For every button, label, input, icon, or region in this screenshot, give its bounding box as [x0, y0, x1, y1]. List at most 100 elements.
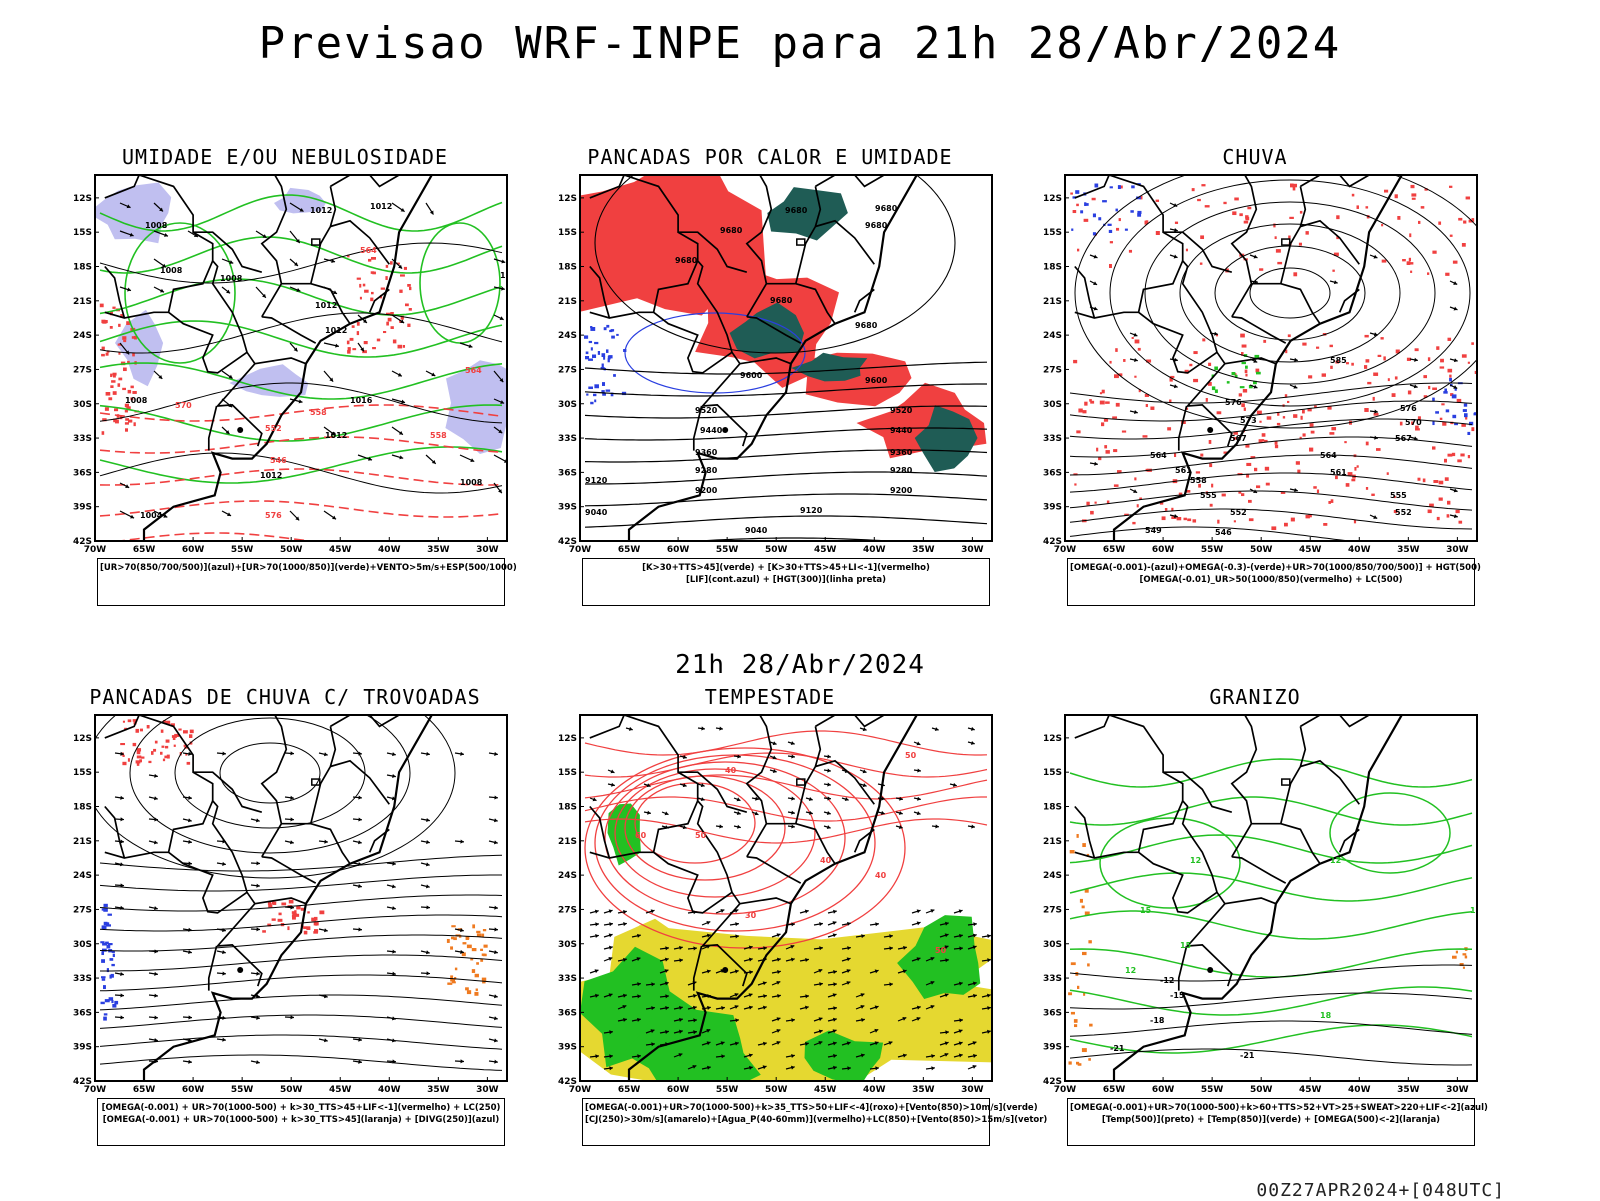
lifted-index-blue — [602, 353, 606, 357]
humidity-red-speckle — [404, 267, 407, 270]
rain-blue-speckle — [1449, 378, 1452, 382]
rain-blue-speckle — [1110, 186, 1113, 188]
rain-red-speckle — [1357, 465, 1359, 467]
rain-red-speckle — [1461, 424, 1466, 427]
lat-tick-label: 18S — [1043, 803, 1062, 813]
rain-red-speckle — [1412, 198, 1416, 200]
lon-tick-label: 50W — [1250, 545, 1273, 555]
rain-red-speckle — [1288, 334, 1291, 337]
rain-red-speckle — [1101, 422, 1104, 426]
rain-red-speckle — [1453, 261, 1458, 264]
thunderstorm-red-speckle — [166, 740, 170, 743]
contour-label: 1012 — [310, 206, 332, 215]
map-plot: 1012101210081008100810121012101610161012… — [60, 173, 510, 558]
legend-line: [Temp(500)](preto) + [Temp(850)](verde) … — [1070, 1114, 1472, 1126]
lat-tick-label: 27S — [73, 365, 92, 375]
rain-red-speckle — [1407, 261, 1411, 265]
lat-tick-label: 27S — [1043, 365, 1062, 375]
rain-red-speckle — [1366, 442, 1369, 446]
humidity-red-speckle — [113, 391, 117, 395]
rain-red-speckle — [1449, 186, 1452, 188]
rain-red-speckle — [1257, 411, 1262, 414]
humidity-red-speckle — [347, 341, 350, 345]
rain-blue-speckle — [1098, 217, 1101, 220]
rain-red-speckle — [1388, 378, 1390, 381]
hail-orange-speckle — [1456, 951, 1458, 954]
rain-red-speckle — [1415, 348, 1419, 351]
lon-tick-label: 60W — [667, 1085, 690, 1095]
hail-orange-speckle — [1088, 1058, 1091, 1061]
humidity-red-speckle — [399, 290, 402, 293]
rain-red-speckle — [1123, 359, 1125, 362]
rain-red-speckle — [1364, 408, 1368, 412]
rain-red-speckle — [1471, 427, 1474, 431]
rain-red-speckle — [1205, 205, 1210, 207]
lat-tick-label: 36S — [558, 1008, 577, 1018]
lat-tick-label: 27S — [73, 905, 92, 915]
rain-red-speckle — [1177, 517, 1182, 520]
rain-red-speckle — [1150, 407, 1154, 410]
contour-label: 1012 — [325, 326, 347, 335]
contour-label: 567 — [1230, 434, 1247, 443]
thunderstorm-red-speckle — [136, 729, 139, 733]
thunderstorm-red-speckle — [128, 758, 130, 762]
lon-tick-label: 60W — [1152, 1085, 1175, 1095]
divergence-blue-speckle — [107, 945, 111, 949]
rain-red-speckle — [1193, 519, 1197, 522]
divergence-blue-speckle — [101, 976, 106, 978]
contour-label: 576 — [1225, 398, 1242, 407]
rain-red-speckle — [1105, 401, 1110, 403]
humidity-red-speckle — [371, 257, 376, 260]
rain-red-speckle — [1428, 386, 1430, 389]
thunderstorm-orange-speckle — [451, 925, 455, 927]
rain-red-speckle — [1376, 448, 1381, 451]
thunderstorm-orange-speckle — [447, 983, 452, 985]
lat-tick-label: 15S — [1043, 768, 1062, 778]
thunderstorm-orange-speckle — [453, 937, 457, 940]
humidity-red-speckle — [360, 297, 362, 300]
lon-tick-label: 70W — [569, 545, 592, 555]
rain-red-speckle — [1259, 421, 1261, 423]
contour-label: 1008 — [220, 274, 243, 283]
lake-marker — [237, 427, 243, 433]
rain-red-speckle — [1411, 185, 1415, 188]
rain-red-speckle — [1397, 216, 1400, 220]
lon-tick-label: 30W — [1446, 1085, 1469, 1095]
rain-red-speckle — [1421, 206, 1425, 209]
rain-red-speckle — [1411, 193, 1416, 196]
thunderstorm-red-speckle — [163, 759, 165, 762]
rain-red-speckle — [1200, 235, 1204, 239]
humidity-red-speckle — [359, 284, 361, 288]
lon-tick-label: 30W — [961, 545, 984, 555]
rain-red-speckle — [1444, 459, 1447, 463]
rain-red-speckle — [1452, 453, 1455, 456]
rain-red-speckle — [1308, 375, 1312, 378]
rain-red-speckle — [1200, 454, 1203, 457]
hail-orange-speckle — [1071, 1012, 1075, 1015]
thunderstorm-red-speckle — [187, 762, 190, 765]
rain-red-speckle — [1100, 392, 1102, 394]
rain-red-speckle — [1344, 441, 1346, 443]
contour-label: 558 — [1190, 476, 1207, 485]
lat-tick-label: 15S — [558, 228, 577, 238]
humidity-red-speckle — [352, 348, 356, 350]
thunderstorm-red-speckle — [183, 730, 188, 733]
rain-red-speckle — [1418, 221, 1420, 224]
rain-red-speckle — [1287, 401, 1289, 403]
rain-red-speckle — [1165, 508, 1167, 511]
rain-red-speckle — [1468, 455, 1470, 458]
humidity-red-speckle — [114, 408, 118, 411]
lat-tick-label: 36S — [1043, 468, 1062, 478]
contour-label: 9280 — [695, 466, 718, 475]
lat-tick-label: 24S — [73, 871, 92, 881]
rain-red-speckle — [1200, 263, 1203, 265]
rain-red-speckle — [1112, 416, 1117, 418]
rain-red-speckle — [1300, 211, 1302, 214]
contour-label: 15 — [1180, 941, 1192, 950]
rain-red-speckle — [1174, 453, 1176, 457]
rain-red-speckle — [1428, 510, 1432, 514]
thunderstorm-red-speckle — [189, 734, 192, 738]
rain-red-speckle — [1382, 260, 1387, 263]
